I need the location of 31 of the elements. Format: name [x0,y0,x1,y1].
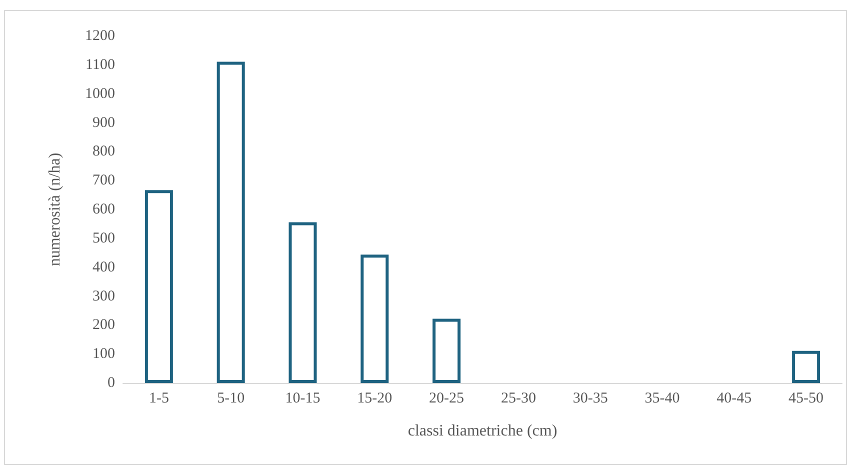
y-tick-label: 500 [92,230,115,246]
y-tick-label: 1100 [86,56,115,73]
y-tick-label: 1200 [85,28,115,44]
x-tick-label: 45-50 [788,390,824,406]
x-tick-label: 40-45 [716,390,752,406]
y-tick-label: 1000 [85,86,115,102]
bar [360,254,389,383]
x-tick-label: 35-40 [644,390,680,406]
y-tick-label: 0 [108,375,115,391]
y-tick-label: 300 [92,288,115,304]
y-tick-label: 900 [92,114,115,131]
x-tick-label: 1-5 [148,390,169,406]
y-tick-label: 200 [92,317,115,334]
bar [432,318,461,383]
bar [216,62,245,383]
bar [288,222,317,383]
x-tick-label: 25-30 [500,390,536,406]
x-tick-label: 10-15 [285,390,320,406]
y-tick-label: 800 [92,144,115,160]
bar [792,350,820,383]
y-tick-label: 700 [92,172,115,189]
x-tick-label: 15-20 [357,390,392,406]
y-tick-label: 600 [92,202,115,218]
x-tick-label: 5-10 [217,390,245,406]
y-tick-label: 100 [92,346,115,362]
x-tick-label: 30-35 [572,390,608,406]
y-axis-title: numerosità (n/ha) [46,152,64,266]
x-tick-label: 20-25 [429,390,464,406]
y-tick-label: 400 [92,259,115,276]
x-axis-title: classi diametriche (cm) [408,422,558,440]
bar [144,190,173,383]
